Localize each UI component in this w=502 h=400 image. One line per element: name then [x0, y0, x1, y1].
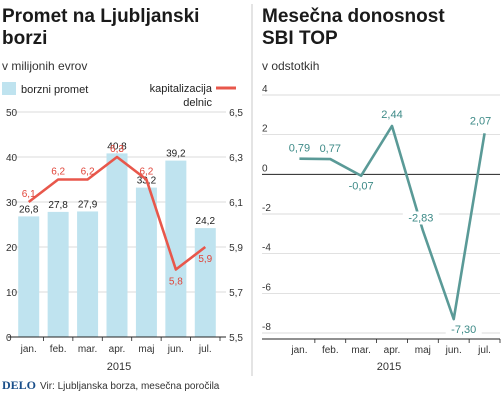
right-gridlines — [262, 94, 500, 340]
bar-feb — [47, 211, 69, 337]
left-x-tick-label: feb. — [50, 344, 67, 355]
bar-value-label: 27,8 — [48, 200, 68, 211]
left-y2-tick-label: 6,3 — [229, 153, 243, 164]
right-x-tick-label: apr. — [384, 345, 401, 356]
legend-bar-label: borzni promet — [21, 84, 88, 96]
legend-line-label-1: kapitalizacija — [150, 83, 213, 95]
label-backdrop — [465, 114, 496, 128]
return-value-label: 0,79 — [289, 143, 310, 155]
sbitop-return-line — [299, 124, 486, 321]
line-value-label: 6,1 — [22, 189, 36, 200]
line-value-label: 6,2 — [51, 167, 65, 178]
capitalization-line — [27, 155, 207, 271]
right-x-tick-label: jul. — [477, 345, 491, 356]
left-bars — [18, 153, 216, 337]
return-value-label: -0,07 — [349, 181, 374, 193]
right-x-tick-label: mar. — [351, 345, 370, 356]
left-x-tick-label: mar. — [78, 344, 97, 355]
left-x-tick-label: jun. — [167, 344, 184, 355]
label-backdrop — [315, 142, 346, 156]
right-x-tick-label: feb. — [322, 345, 339, 356]
right-x-tick-label: jun. — [445, 345, 462, 356]
return-value-label: 2,44 — [381, 109, 402, 121]
bar-mar — [77, 211, 99, 337]
right-y-tick-label: 2 — [262, 124, 268, 135]
left-y2-axis: 5,5 5,7 5,9 6,1 6,3 6,5 — [229, 108, 243, 344]
return-value-label: 2,07 — [470, 115, 491, 127]
right-subtitle: v odstotkih — [262, 59, 319, 73]
label-backdrop — [402, 211, 439, 225]
right-year: 2015 — [377, 361, 401, 373]
left-panel: Promet na Ljubljanski borzi v milijonih … — [2, 6, 243, 373]
left-y-tick-label: 0 — [6, 333, 12, 344]
right-data-labels: 0,79 0,77 -0,07 2,44 -2,83 -7,30 2,07 — [284, 107, 496, 337]
line-value-label: 5,9 — [198, 254, 212, 265]
left-title-line2: borzi — [2, 28, 47, 49]
label-backdrop — [343, 179, 380, 193]
bar-value-label: 39,2 — [166, 149, 186, 160]
left-y2-tick-label: 5,9 — [229, 243, 243, 254]
left-y-tick-label: 50 — [6, 108, 18, 119]
legend-bar-swatch — [2, 82, 16, 95]
left-y2-tick-label: 5,5 — [229, 333, 243, 344]
right-line — [299, 124, 486, 321]
left-line — [27, 155, 207, 271]
left-x-axis: jan. feb. mar. apr. maj jun. jul. — [20, 337, 221, 355]
left-y-tick-label: 10 — [6, 288, 18, 299]
bar-jun — [165, 160, 187, 337]
legend-line-label-2: delnic — [183, 97, 212, 109]
bar-jul — [194, 228, 216, 337]
bar-value-label: 27,9 — [78, 199, 98, 210]
right-y-tick-label: -6 — [262, 282, 271, 293]
right-panel: Mesečna donosnost SBI TOP v odstotkih -8… — [262, 6, 501, 373]
left-y-tick-label: 40 — [6, 153, 18, 164]
label-backdrop — [445, 323, 482, 337]
bar-value-label: 40,8 — [107, 141, 127, 152]
right-y-tick-label: 4 — [262, 84, 268, 95]
left-x-tick-label: jan. — [20, 344, 37, 355]
right-x-tick-label: maj — [415, 345, 431, 356]
left-y-tick-label: 20 — [6, 243, 18, 254]
right-y-tick-label: -4 — [262, 243, 271, 254]
left-x-tick-label: jul. — [198, 344, 212, 355]
bar-value-label: 24,2 — [196, 216, 216, 227]
right-y-tick-label: -8 — [262, 322, 271, 333]
label-backdrop — [284, 141, 315, 155]
left-title-line1: Promet na Ljubljanski — [2, 6, 199, 27]
left-subtitle: v milijonih evrov — [2, 59, 87, 73]
left-y2-tick-label: 5,7 — [229, 288, 243, 299]
return-value-label: -7,30 — [451, 324, 476, 336]
return-value-label: 0,77 — [320, 143, 341, 155]
bar-jan — [18, 216, 40, 337]
line-value-label: 6,2 — [139, 167, 153, 178]
label-backdrop — [377, 107, 407, 121]
left-y-tick-label: 30 — [6, 198, 18, 209]
left-y2-tick-label: 6,5 — [229, 108, 243, 119]
bar-apr — [106, 153, 128, 337]
right-title-line2: SBI TOP — [262, 28, 338, 49]
bar-maj — [135, 187, 157, 337]
right-x-axis: jan. feb. mar. apr. maj jun. jul. — [290, 339, 501, 356]
right-x-tick-label: jan. — [290, 345, 307, 356]
left-x-tick-label: apr. — [109, 344, 126, 355]
left-y2-tick-label: 6,1 — [229, 198, 243, 209]
left-year: 2015 — [107, 361, 131, 373]
left-x-tick-label: maj — [138, 344, 154, 355]
right-y-tick-label: 0 — [262, 163, 268, 174]
left-line-labels: 6,1 6,2 6,2 6,3 6,2 5,8 5,9 — [22, 144, 213, 288]
delo-logo: DELO — [2, 378, 36, 392]
right-y-axis: -8 -6 -4 -2 0 2 4 — [262, 84, 271, 333]
left-y-axis: 0 10 20 30 40 50 — [6, 108, 18, 344]
line-value-label: 6,2 — [81, 167, 95, 178]
line-value-label: 6,3 — [110, 144, 124, 155]
return-value-label: -2,83 — [408, 212, 433, 224]
source-note: Vir: Ljubljanska borza, mesečna poročila — [40, 381, 220, 392]
right-title-line1: Mesečna donosnost — [262, 6, 445, 27]
bar-value-label: 26,8 — [19, 204, 39, 215]
line-value-label: 5,8 — [169, 277, 183, 288]
right-y-tick-label: -2 — [262, 203, 271, 214]
